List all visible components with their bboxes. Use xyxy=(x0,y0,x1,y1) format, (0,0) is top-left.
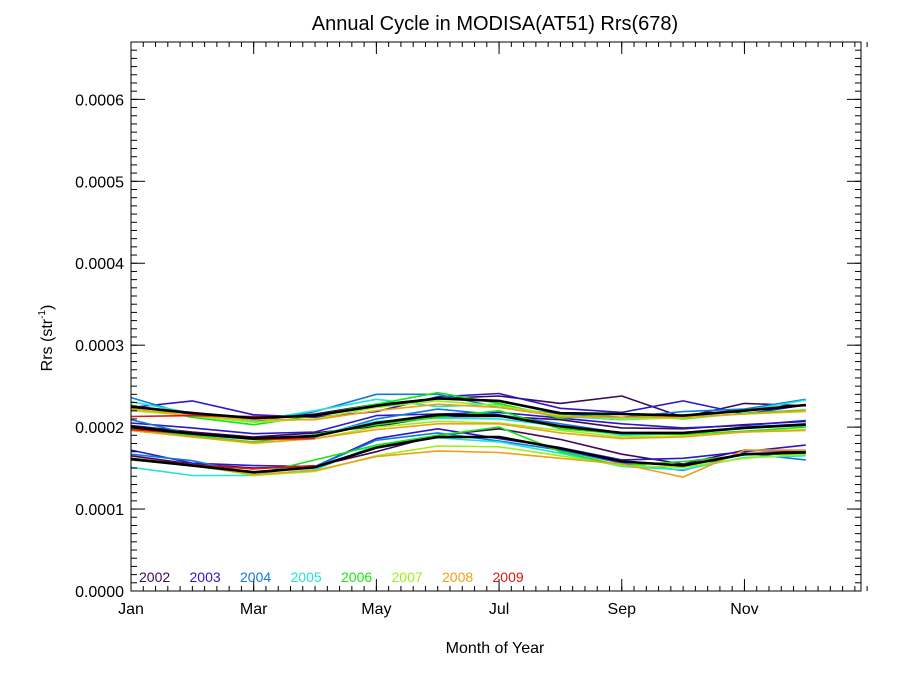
y-tick-label: 0.0000 xyxy=(75,584,124,601)
y-tick-label: 0.0004 xyxy=(75,256,124,273)
series-line-2008-2 xyxy=(130,449,806,478)
plot-frame xyxy=(130,41,862,592)
legend-entry-2006: 2006 xyxy=(341,569,372,585)
x-tick-label: Jul xyxy=(489,601,509,618)
x-axis-label: Month of Year xyxy=(446,640,545,657)
series-layer xyxy=(130,391,806,478)
y-tick-label: 0.0003 xyxy=(75,338,124,355)
y-tick-label: 0.0002 xyxy=(75,420,124,437)
y-tick-label: 0.0001 xyxy=(75,502,124,519)
y-tick-label: 0.0005 xyxy=(75,174,124,191)
y-axis-label-close: ) xyxy=(39,305,56,310)
x-tick-label: Mar xyxy=(240,601,268,618)
x-tick-label: Nov xyxy=(730,601,758,618)
legend-entry-2007: 2007 xyxy=(392,569,423,585)
mean-line-2 xyxy=(130,435,806,474)
legend-entry-2002: 2002 xyxy=(139,569,170,585)
mean-line-1 xyxy=(130,413,806,440)
chart-title: Annual Cycle in MODISA(AT51) Rrs(678) xyxy=(312,13,678,35)
series-line-2003-2 xyxy=(130,427,806,468)
series-line-2005-2 xyxy=(130,436,806,477)
y-axis-label-main: Rrs (str xyxy=(39,318,56,371)
legend-entry-2008: 2008 xyxy=(442,569,473,585)
mean-line-0 xyxy=(130,397,806,420)
legend: 2002 2003 2004 2005 2006 2007 2008 2009 xyxy=(139,569,524,585)
legend-entry-2003: 2003 xyxy=(190,569,221,585)
axes-layer: 0.0000 0.0001 0.0002 0.0003 0.0004 0.0005 0.00… xyxy=(75,41,868,618)
y-tick-label: 0.0006 xyxy=(75,92,124,109)
legend-entry-2005: 2005 xyxy=(291,569,322,585)
series-line-2008-1 xyxy=(130,422,806,444)
series-line-2003-0 xyxy=(130,392,806,419)
legend-entry-2004: 2004 xyxy=(240,569,271,585)
series-line-2008-0 xyxy=(130,403,806,421)
legend-entry-2009: 2009 xyxy=(493,569,524,585)
x-tick-label: Sep xyxy=(608,601,637,618)
x-tick-label: May xyxy=(361,601,391,618)
y-axis-label-superscript: -1 xyxy=(37,310,48,319)
svg-text:Rrs (str-1): Rrs (str-1) xyxy=(37,305,56,372)
y-axis-label: Rrs (str-1) xyxy=(37,305,56,372)
x-tick-label: Jan xyxy=(118,601,144,618)
